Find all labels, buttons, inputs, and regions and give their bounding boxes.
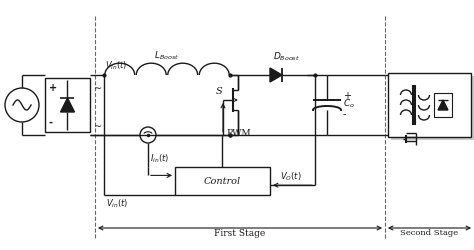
Text: Second Stage: Second Stage <box>401 229 458 237</box>
Bar <box>45 78 90 132</box>
Text: $V_{in}(t)$: $V_{in}(t)$ <box>105 60 128 72</box>
Text: -: - <box>343 109 346 119</box>
Text: $C_o$: $C_o$ <box>343 98 355 110</box>
Text: $D_{Boost}$: $D_{Boost}$ <box>273 50 300 63</box>
Bar <box>434 93 452 117</box>
Polygon shape <box>438 100 448 110</box>
Bar <box>391 76 474 140</box>
Text: PWM: PWM <box>226 129 251 138</box>
Bar <box>388 73 471 137</box>
Text: -: - <box>49 118 53 128</box>
Text: First Stage: First Stage <box>214 229 265 238</box>
Text: Control: Control <box>204 176 241 186</box>
Text: +: + <box>49 83 57 93</box>
Text: +: + <box>343 91 351 101</box>
Bar <box>175 167 270 195</box>
Text: S: S <box>216 88 222 96</box>
Text: $V_O(t)$: $V_O(t)$ <box>280 171 301 183</box>
Polygon shape <box>61 98 74 112</box>
Text: $\sim$: $\sim$ <box>92 81 103 91</box>
Text: $I_{in}(t)$: $I_{in}(t)$ <box>150 152 169 165</box>
Polygon shape <box>270 68 282 82</box>
Text: $L_{Boost}$: $L_{Boost}$ <box>155 50 180 62</box>
Text: $\sim$: $\sim$ <box>92 119 103 129</box>
Text: $V_{in}(t)$: $V_{in}(t)$ <box>106 197 128 209</box>
